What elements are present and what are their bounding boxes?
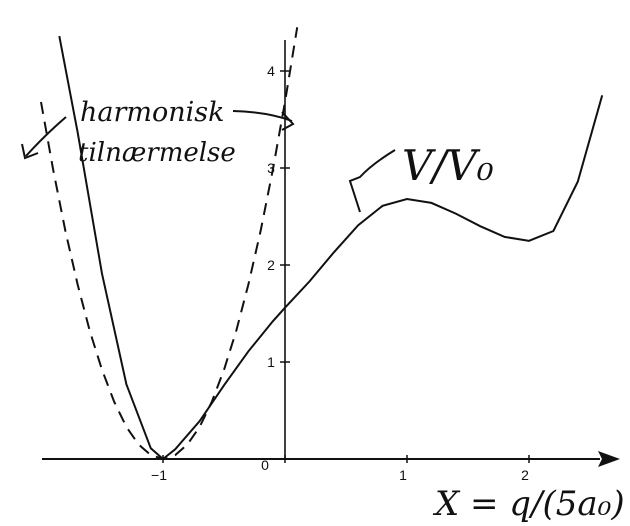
potential-bracket <box>348 149 396 213</box>
potential-label: V/V₀ <box>402 141 494 190</box>
x-tick-label-2: 1 <box>399 467 407 483</box>
y-tick-label-1: 2 <box>267 257 275 273</box>
x-tick-label-1: 0 <box>261 457 269 473</box>
harmonic-arrow-left-head <box>21 143 39 160</box>
harmonic-label-line2: tilnærmelse <box>78 138 236 168</box>
y-tick-label-3: 4 <box>267 63 275 79</box>
harmonic-label-line1: harmonisk <box>80 97 225 128</box>
harmonic-arrow-left <box>25 116 67 157</box>
x-axis-arrowhead <box>598 451 620 467</box>
potential-curve <box>58 35 604 461</box>
x-tick-label-3: 2 <box>521 467 529 483</box>
y-tick-label-2: 3 <box>267 160 275 176</box>
ticks: −1 0 1 2 1 2 3 4 <box>151 63 530 483</box>
harmonic-approximation-curve <box>40 27 299 461</box>
x-tick-label-0: −1 <box>151 467 167 483</box>
x-axis-label: X = q/(5a₀) <box>432 484 625 524</box>
y-tick-label-0: 1 <box>267 354 275 370</box>
harmonic-arrow-right-head <box>281 111 295 131</box>
